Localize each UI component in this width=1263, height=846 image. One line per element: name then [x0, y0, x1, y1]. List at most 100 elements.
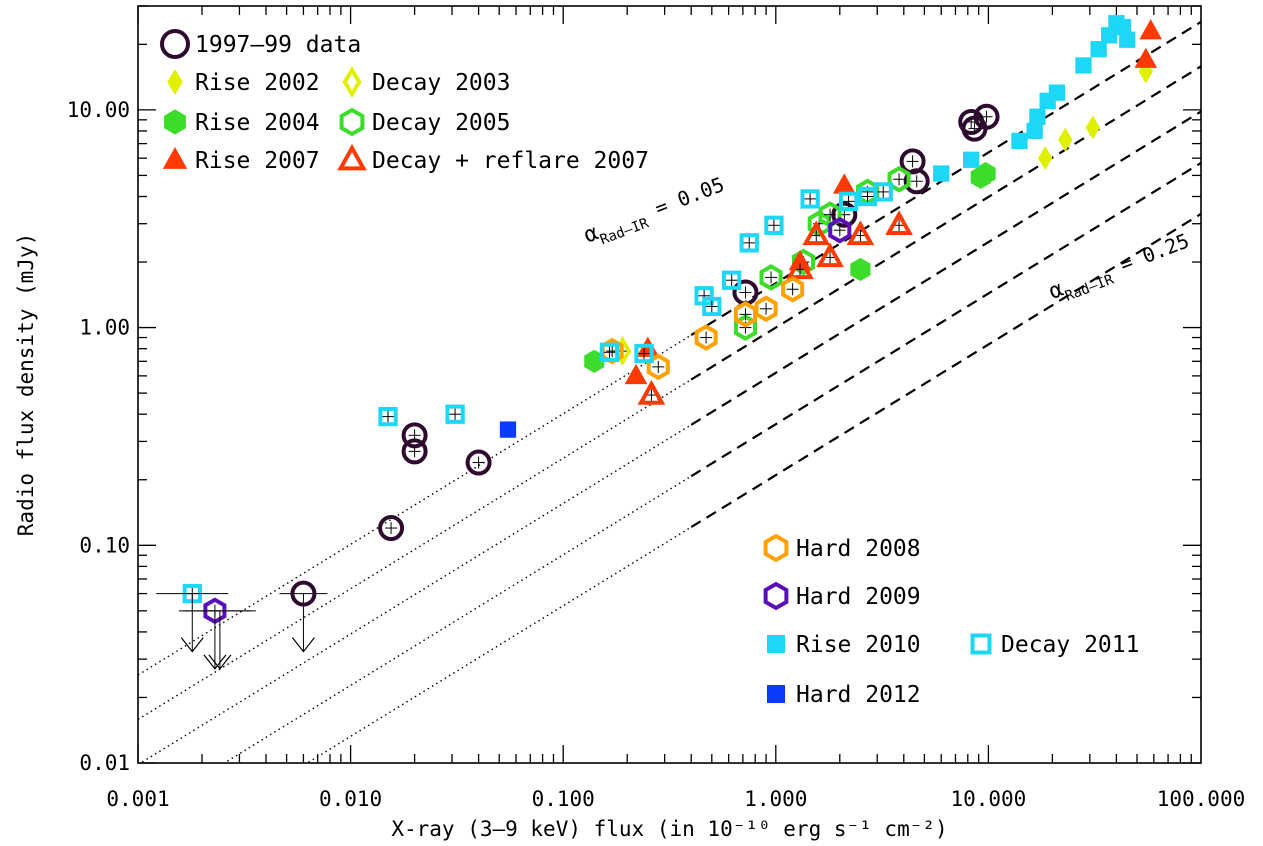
legend-entry-decay-2005: Decay 2005: [339, 107, 510, 137]
legend-marker: [337, 143, 367, 171]
reference-line-dashed: [690, 20, 1201, 337]
data-point: [1038, 146, 1053, 171]
data-point: [759, 264, 783, 291]
data-point: [378, 406, 398, 427]
legend-label: Rise 2007: [195, 148, 320, 174]
data-point: [624, 363, 648, 385]
data-point: [378, 515, 405, 542]
data-point: [754, 295, 778, 323]
legend-marker: [763, 533, 789, 563]
data-point: [599, 342, 620, 362]
data-point: [634, 343, 654, 364]
legend-label: Hard 2009: [796, 584, 921, 610]
reference-line-dashed: [690, 161, 1201, 478]
data-point: [1075, 57, 1092, 74]
series-hard-2009: [203, 216, 852, 625]
data-point: [828, 216, 852, 244]
legend-label: Decay 2005: [372, 110, 510, 136]
data-point: [1011, 132, 1028, 150]
legend-marker: [767, 685, 785, 703]
x-tick-label: 100.000: [1157, 787, 1246, 811]
upper-limit-arrowhead: [203, 654, 227, 670]
legend-label: Decay + reflare 2007: [372, 148, 649, 174]
x-tick-label: 0.100: [532, 787, 595, 811]
series-decay-reflare-2007: [637, 210, 913, 405]
data-point: [802, 220, 831, 246]
legend-marker: [339, 107, 365, 137]
legend-label: Decay 2003: [372, 70, 510, 96]
legend-label: Rise 2010: [796, 632, 921, 658]
series-rise-2010: [933, 15, 1136, 182]
data-point: [637, 379, 666, 405]
alpha-annotation: αRad–IR = 0.05: [581, 172, 730, 253]
legend-marker: [160, 29, 190, 59]
data-point: [499, 421, 517, 438]
legend-entry-rise-2007: Rise 2007: [162, 146, 320, 174]
upper-limit-arrowhead: [291, 637, 315, 653]
y-tick-label: 0.01: [79, 751, 130, 775]
data-point: [846, 220, 875, 246]
data-point: [885, 210, 913, 235]
data-point: [833, 173, 856, 194]
data-point: [702, 296, 722, 317]
legend-entry-hard-2009: Hard 2009: [763, 581, 921, 611]
legend-marker: [167, 69, 183, 95]
legend-entry-decay-2011: Decay 2011: [970, 632, 1139, 658]
series-hard-2008: [600, 275, 805, 381]
x-tick-label: 1.000: [744, 787, 807, 811]
data-point: [816, 242, 844, 268]
data-point: [791, 248, 816, 276]
data-point: [786, 254, 814, 280]
series-rise-2002: [1038, 59, 1153, 171]
data-point: [694, 324, 718, 351]
data-point: [1058, 127, 1073, 152]
data-point: [850, 257, 871, 281]
data-point: [903, 168, 930, 195]
x-tick-label: 0.010: [319, 787, 382, 811]
legend-entry-rise-2004: Rise 2004: [164, 109, 320, 136]
legend-label: Hard 2012: [796, 682, 921, 708]
reference-line-dotted: [223, 475, 692, 763]
reference-line-dotted: [138, 378, 692, 721]
data-point: [973, 103, 1000, 130]
data-point: [764, 215, 784, 235]
data-point: [838, 191, 859, 212]
legend-entry-hard-2012: Hard 2012: [767, 682, 921, 708]
reference-line-dashed: [690, 65, 1201, 381]
reference-line-dotted: [139, 424, 692, 763]
data-point-upper-limit: [290, 580, 317, 607]
series-hard-2012: [499, 421, 517, 438]
legend-marker: [164, 109, 186, 135]
series-rise-2004: [584, 161, 996, 373]
data-point: [873, 182, 893, 202]
legend-label: Rise 2002: [195, 70, 320, 96]
legend-label: Rise 2004: [195, 110, 320, 136]
legend: 1997–99 data Rise 2002 Decay 2003 Rise 2004…: [160, 29, 1139, 708]
legend-entry-hard-2008: Hard 2008: [763, 533, 921, 563]
legend-marker: [162, 146, 188, 169]
legend-entry-decay-2003: Decay 2003: [342, 66, 510, 98]
data-point: [781, 275, 805, 303]
legend-entry-rise-2010: Rise 2010: [767, 632, 921, 658]
plot-frame: [137, 5, 1202, 764]
data-point: [1029, 108, 1046, 125]
x-tick-label: 0.001: [106, 787, 169, 811]
legend-entry-decay-reflare-2007: Decay + reflare 2007: [337, 143, 649, 174]
data-point: [807, 210, 831, 238]
data-point: [887, 165, 911, 193]
data-point: [401, 438, 428, 465]
data-point: [1119, 31, 1136, 48]
legend-entry-rise-2002: Rise 2002: [167, 69, 320, 96]
series-1997-99-data: [279, 103, 1000, 653]
data-point: [1085, 115, 1101, 140]
data-point: [1134, 47, 1158, 68]
data-point: [1026, 122, 1043, 140]
data-point: [465, 449, 492, 476]
x-axis-label: X-ray (3–9 keV) flux (in 10⁻¹⁰ erg s⁻¹ c…: [391, 817, 947, 841]
legend-marker: [970, 633, 992, 655]
y-tick-label: 10.00: [67, 98, 130, 122]
legend-label: Decay 2011: [1001, 632, 1139, 658]
data-points: [156, 15, 1163, 670]
